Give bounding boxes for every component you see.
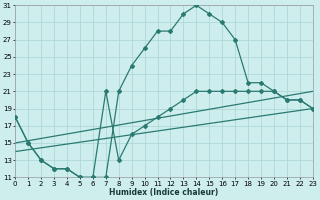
X-axis label: Humidex (Indice chaleur): Humidex (Indice chaleur) bbox=[109, 188, 219, 197]
